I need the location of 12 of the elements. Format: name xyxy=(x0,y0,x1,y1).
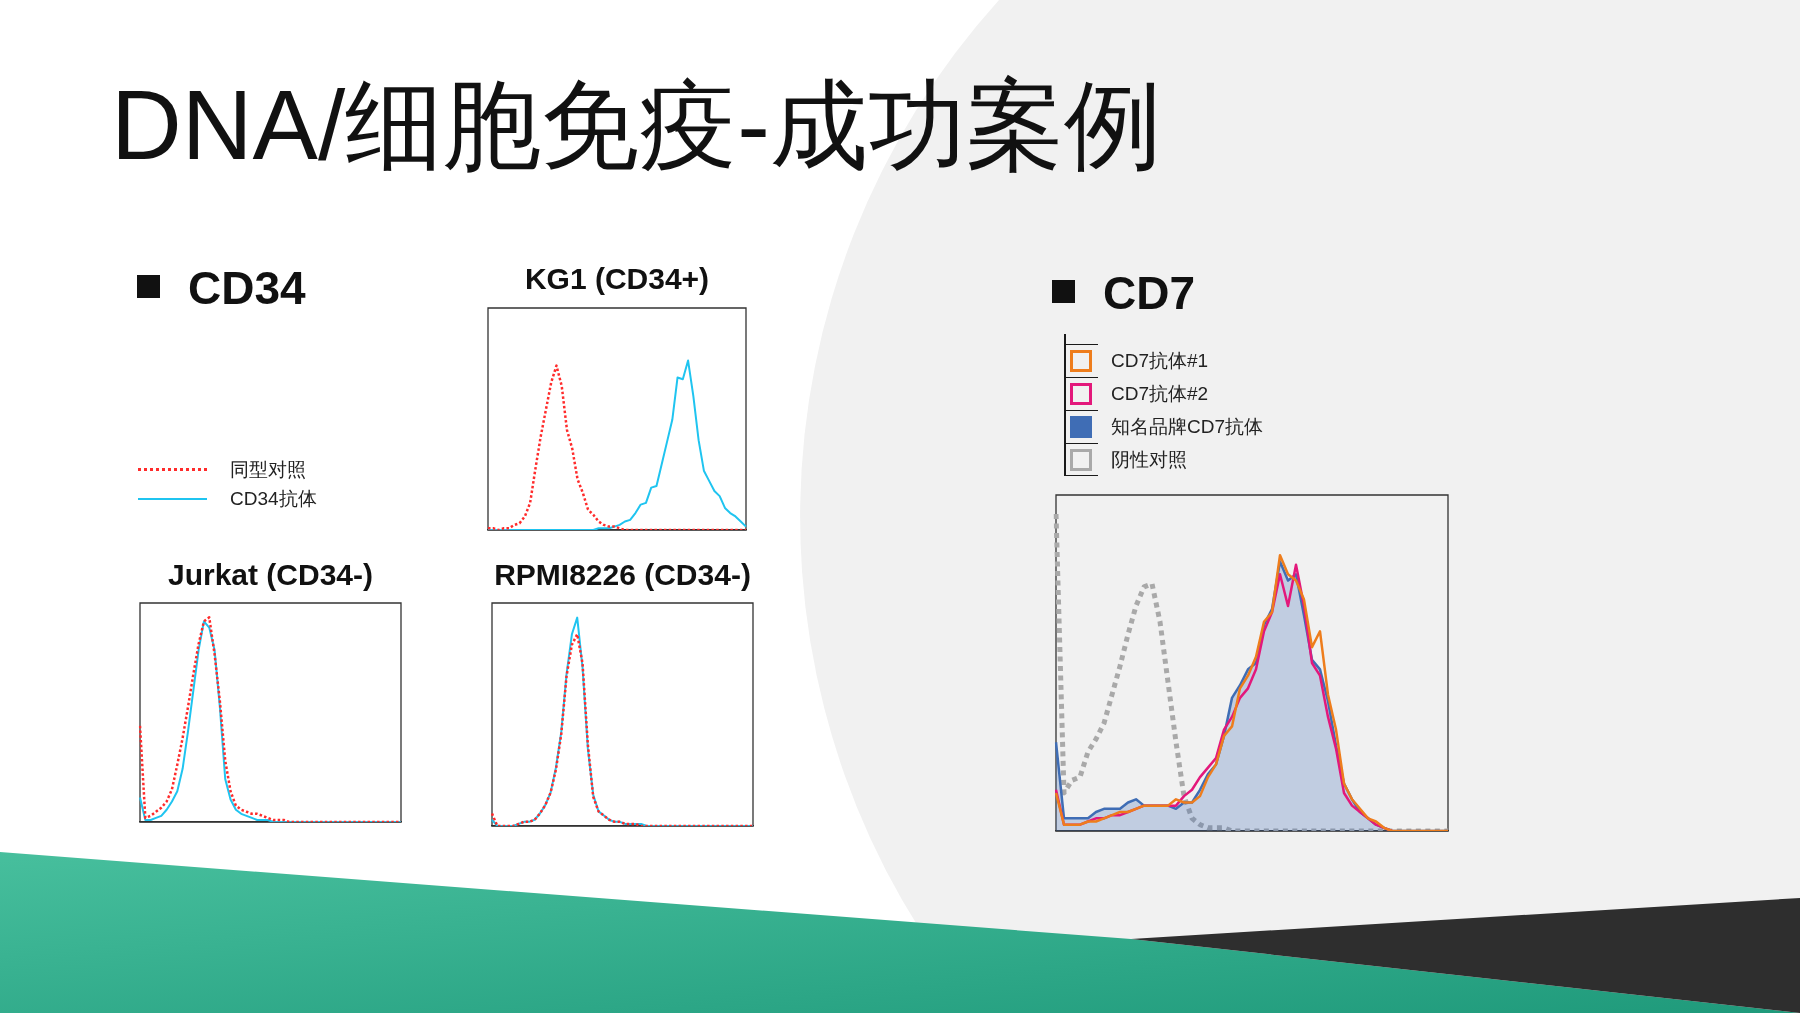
legend-label: 同型对照 xyxy=(230,457,306,482)
legend-label: CD7抗体#2 xyxy=(1111,381,1209,406)
legend-label: CD34抗体 xyxy=(230,486,317,511)
text: DNA/细胞免疫-成功案例 xyxy=(111,70,1162,180)
chart-title: RPMI8226 (CD34-) xyxy=(494,558,751,591)
legend-label: 阴性对照 xyxy=(1111,447,1187,472)
chart-title: CD7 xyxy=(1103,267,1196,319)
text: CD34 xyxy=(188,262,306,314)
chart-title: Jurkat (CD34-) xyxy=(167,558,374,591)
legend-label: CD7抗体#1 xyxy=(1111,348,1209,373)
legend-label: 知名品牌CD7抗体 xyxy=(1111,414,1264,439)
chart-title: KG1 (CD34+) xyxy=(524,262,710,295)
